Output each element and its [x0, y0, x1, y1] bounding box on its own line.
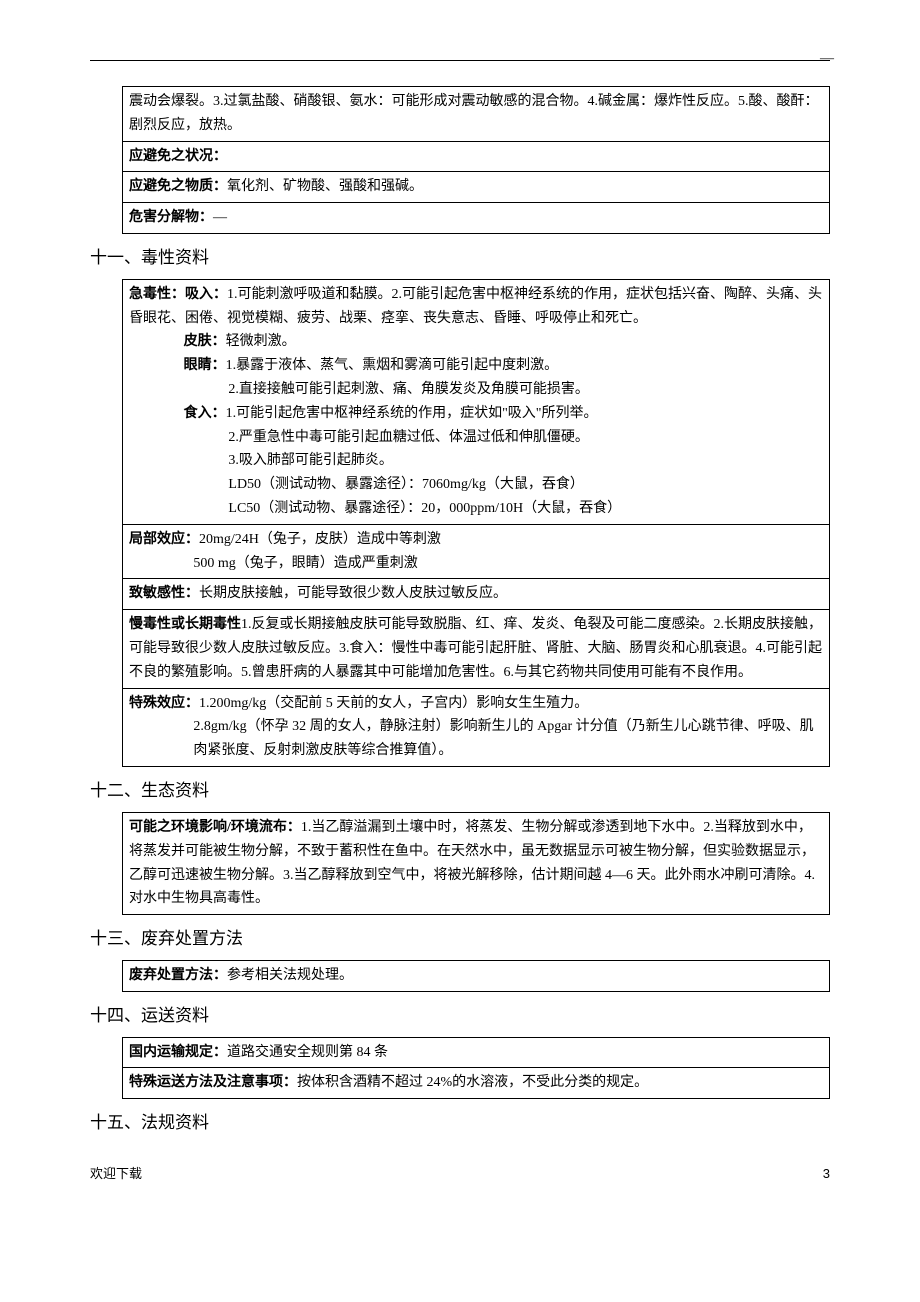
s11-ingest-label: 食入： — [184, 406, 226, 421]
s11-eye-label: 眼睛： — [184, 358, 226, 373]
s11-local2: 500 mg（兔子，眼睛）造成严重刺激 — [129, 552, 823, 576]
section-15-title: 十五、法规资料 — [90, 1109, 830, 1138]
s11-acute-text: 1.可能刺激呼吸道和黏膜。2.可能引起危害中枢神经系统的作用，症状包括兴奋、陶醉… — [129, 287, 822, 326]
header-rule — [90, 60, 830, 61]
s14-row2-text: 按体积含酒精不超过 24%的水溶液，不受此分类的规定。 — [297, 1075, 648, 1090]
s14-row1-label: 国内运输规定： — [129, 1045, 227, 1060]
s13-label: 废弃处置方法： — [129, 968, 227, 983]
s11-acute: 急毒性：吸入：1.可能刺激呼吸道和黏膜。2.可能引起危害中枢神经系统的作用，症状… — [123, 280, 829, 525]
s10-row4-text: — — [213, 210, 227, 225]
section-14-box: 国内运输规定：道路交通安全规则第 84 条 特殊运送方法及注意事项：按体积含酒精… — [122, 1037, 830, 1100]
s10-row4: 危害分解物：— — [123, 203, 829, 233]
s11-special-label: 特殊效应： — [129, 696, 199, 711]
s11-special1: 特殊效应：1.200mg/kg（交配前 5 天前的女人，子宫内）影响女生生殖力。 — [129, 692, 823, 716]
section-10-box: 震动会爆裂。3.过氯盐酸、硝酸银、氨水：可能形成对震动敏感的混合物。4.碱金属：… — [122, 86, 830, 234]
s11-skin-text: 轻微刺激。 — [226, 334, 296, 349]
s13-row: 废弃处置方法：参考相关法规处理。 — [123, 961, 829, 991]
s11-skin-label: 皮肤： — [184, 334, 226, 349]
page-container: 震动会爆裂。3.过氯盐酸、硝酸银、氨水：可能形成对震动敏感的混合物。4.碱金属：… — [0, 0, 920, 1215]
s10-row3-label: 应避免之物质： — [129, 179, 227, 194]
s13-text: 参考相关法规处理。 — [227, 968, 353, 983]
s11-ingest3: 3.吸入肺部可能引起肺炎。 — [129, 449, 823, 473]
footer-left: 欢迎下载 — [90, 1163, 142, 1185]
s14-row2-label: 特殊运送方法及注意事项： — [129, 1075, 297, 1090]
section-13-title: 十三、废弃处置方法 — [90, 925, 830, 954]
s10-row4-label: 危害分解物： — [129, 210, 213, 225]
section-11-wrap: 急毒性：吸入：1.可能刺激呼吸道和黏膜。2.可能引起危害中枢神经系统的作用，症状… — [122, 279, 830, 767]
s10-row2: 应避免之状况： — [123, 142, 829, 173]
s11-sens: 致敏感性：长期皮肤接触，可能导致很少数人皮肤过敏反应。 — [123, 579, 829, 610]
section-11-title: 十一、毒性资料 — [90, 244, 830, 273]
s11-ingest1: 食入：1.可能引起危害中枢神经系统的作用，症状如"吸入"所列举。 — [129, 402, 823, 426]
s11-special1-text: 1.200mg/kg（交配前 5 天前的女人，子宫内）影响女生生殖力。 — [199, 696, 588, 711]
s11-local: 局部效应：20mg/24H（兔子，皮肤）造成中等刺激 500 mg（兔子，眼睛）… — [123, 525, 829, 580]
section-13-box: 废弃处置方法：参考相关法规处理。 — [122, 960, 830, 992]
s10-row3-text: 氧化剂、矿物酸、强酸和强碱。 — [227, 179, 423, 194]
s12-label: 可能之环境影响/环境流布： — [129, 820, 301, 835]
s14-row2: 特殊运送方法及注意事项：按体积含酒精不超过 24%的水溶液，不受此分类的规定。 — [123, 1068, 829, 1098]
s12-row: 可能之环境影响/环境流布：1.当乙醇溢漏到土壤中时，将蒸发、生物分解或渗透到地下… — [123, 813, 829, 914]
s11-ld50: LD50（测试动物、暴露途径）：7060mg/kg（大鼠，吞食） — [129, 473, 823, 497]
section-10-box-wrap: 震动会爆裂。3.过氯盐酸、硝酸银、氨水：可能形成对震动敏感的混合物。4.碱金属：… — [122, 86, 830, 234]
s11-sens-label: 致敏感性： — [129, 586, 199, 601]
s11-local1: 局部效应：20mg/24H（兔子，皮肤）造成中等刺激 — [129, 528, 823, 552]
s11-sens-text: 长期皮肤接触，可能导致很少数人皮肤过敏反应。 — [199, 586, 507, 601]
section-13-wrap: 废弃处置方法：参考相关法规处理。 — [122, 960, 830, 992]
page-footer: 欢迎下载 3 — [90, 1163, 830, 1185]
s11-lc50: LC50（测试动物、暴露途径）：20，000ppm/10H（大鼠，吞食） — [129, 497, 823, 521]
s11-local1-text: 20mg/24H（兔子，皮肤）造成中等刺激 — [199, 532, 441, 547]
s10-row1: 震动会爆裂。3.过氯盐酸、硝酸银、氨水：可能形成对震动敏感的混合物。4.碱金属：… — [123, 87, 829, 142]
s11-local-label: 局部效应： — [129, 532, 199, 547]
page-number: 3 — [823, 1163, 830, 1185]
s11-special2: 2.8gm/kg（怀孕 32 周的女人，静脉注射）影响新生儿的 Apgar 计分… — [129, 715, 823, 763]
s11-eye1: 眼睛：1.暴露于液体、蒸气、熏烟和雾滴可能引起中度刺激。 — [129, 354, 823, 378]
s10-row3: 应避免之物质：氧化剂、矿物酸、强酸和强碱。 — [123, 172, 829, 203]
s11-eye1-text: 1.暴露于液体、蒸气、熏烟和雾滴可能引起中度刺激。 — [226, 358, 559, 373]
s11-skin: 皮肤：轻微刺激。 — [129, 330, 823, 354]
section-12-box: 可能之环境影响/环境流布：1.当乙醇溢漏到土壤中时，将蒸发、生物分解或渗透到地下… — [122, 812, 830, 915]
s14-row1: 国内运输规定：道路交通安全规则第 84 条 — [123, 1038, 829, 1069]
s11-chronic: 慢毒性或长期毒性1.反复或长期接触皮肤可能导致脱脂、红、痒、发炎、龟裂及可能二度… — [123, 610, 829, 688]
section-12-title: 十二、生态资料 — [90, 777, 830, 806]
s11-chronic-label: 慢毒性或长期毒性 — [129, 617, 241, 632]
s11-eye2: 2.直接接触可能引起刺激、痛、角膜发炎及角膜可能损害。 — [129, 378, 823, 402]
section-11-box: 急毒性：吸入：1.可能刺激呼吸道和黏膜。2.可能引起危害中枢神经系统的作用，症状… — [122, 279, 830, 767]
s11-acute-label: 急毒性：吸入： — [129, 287, 227, 302]
s14-row1-text: 道路交通安全规则第 84 条 — [227, 1045, 388, 1060]
s11-ingest2: 2.严重急性中毒可能引起血糖过低、体温过低和伸肌僵硬。 — [129, 426, 823, 450]
section-14-title: 十四、运送资料 — [90, 1002, 830, 1031]
s11-acute-line: 急毒性：吸入：1.可能刺激呼吸道和黏膜。2.可能引起危害中枢神经系统的作用，症状… — [129, 283, 823, 331]
s11-ingest1-text: 1.可能引起危害中枢神经系统的作用，症状如"吸入"所列举。 — [226, 406, 598, 421]
s11-special: 特殊效应：1.200mg/kg（交配前 5 天前的女人，子宫内）影响女生生殖力。… — [123, 689, 829, 766]
section-12-wrap: 可能之环境影响/环境流布：1.当乙醇溢漏到土壤中时，将蒸发、生物分解或渗透到地下… — [122, 812, 830, 915]
section-14-wrap: 国内运输规定：道路交通安全规则第 84 条 特殊运送方法及注意事项：按体积含酒精… — [122, 1037, 830, 1100]
s10-row2-label: 应避免之状况： — [129, 149, 227, 164]
